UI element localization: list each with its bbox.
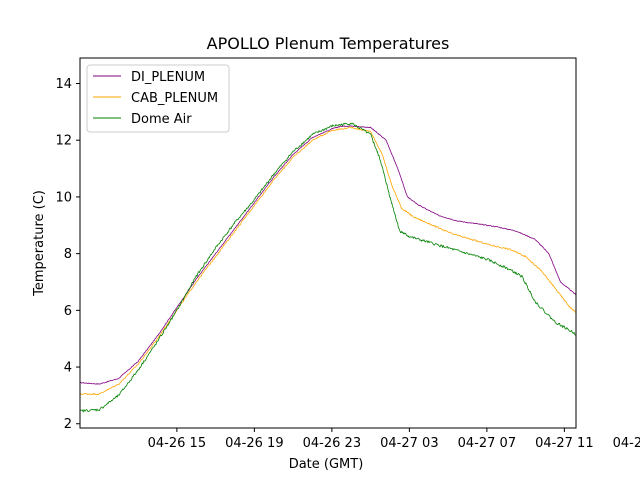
y-tick-label-12: 12: [55, 134, 72, 149]
legend-label-di-plenum: DI_PLENUM: [131, 70, 205, 85]
x-axis: 04-26 15 04-26 19 04-26 23 04-27 03 04-27 07…: [148, 428, 640, 451]
x-tick-label-04-26-19: 04-26 19: [225, 436, 283, 451]
y-axis: 2 4 6 8 10 12 14: [55, 77, 80, 432]
legend: DI_PLENUM CAB_PLENUM Dome Air: [86, 64, 230, 133]
chart-title: APOLLO Plenum Temperatures: [207, 34, 450, 53]
y-tick-label-14: 14: [55, 77, 72, 92]
y-tick-label-4: 4: [64, 361, 72, 376]
x-tick-label-04-26-15: 04-26 15: [148, 436, 206, 451]
y-tick-label-6: 6: [64, 304, 72, 319]
y-tick-label-2: 2: [64, 417, 72, 432]
legend-frame: [86, 64, 230, 133]
legend-label-cab-plenum: CAB_PLENUM: [131, 91, 218, 106]
y-tick-label-8: 8: [64, 247, 72, 262]
series-line-di-plenum: [80, 125, 576, 385]
series-layer: [80, 122, 576, 413]
y-axis-label: Temperature (C): [32, 190, 47, 297]
x-tick-label-04-26-23: 04-26 23: [303, 436, 361, 451]
x-tick-label-04-27-03: 04-27 03: [380, 436, 438, 451]
y-tick-label-10: 10: [55, 190, 72, 205]
legend-label-dome-air: Dome Air: [131, 112, 192, 127]
x-axis-label: Date (GMT): [289, 457, 364, 472]
x-tick-label-04-27-15: 04-27 15: [613, 436, 640, 451]
series-line-dome-air: [80, 122, 576, 413]
series-line-cab-plenum: [80, 126, 576, 396]
x-tick-label-04-27-07: 04-27 07: [458, 436, 516, 451]
plot-frame: [79, 57, 577, 429]
x-tick-label-04-27-11: 04-27 11: [535, 436, 593, 451]
